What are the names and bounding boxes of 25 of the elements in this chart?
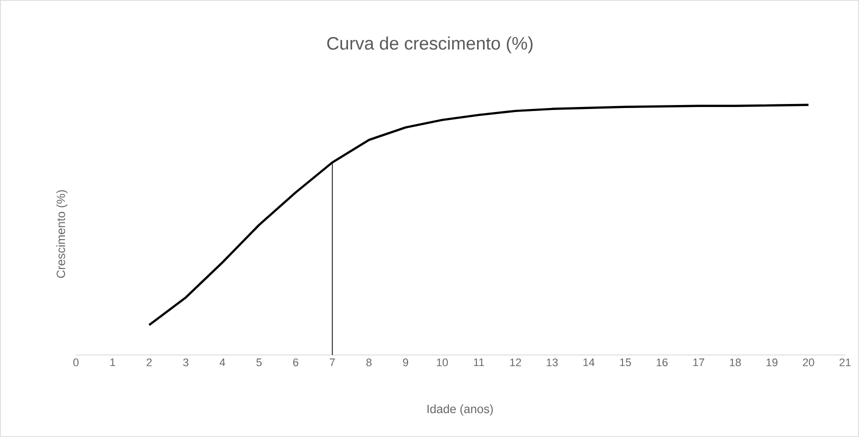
x-tick-label: 13 xyxy=(546,358,558,366)
x-tick-label: 12 xyxy=(510,358,522,366)
x-tick-label: 18 xyxy=(730,358,741,366)
chart-title: Curva de crescimento (%) xyxy=(327,36,533,54)
x-tick-label: 3 xyxy=(183,358,188,366)
x-tick-label: 5 xyxy=(256,358,262,366)
x-tick-label: 10 xyxy=(436,358,448,366)
x-tick-label: 0 xyxy=(73,358,79,366)
x-tick-label: 16 xyxy=(656,358,668,366)
x-tick-label: 20 xyxy=(802,358,814,366)
x-tick-label: 11 xyxy=(474,358,484,366)
x-tick-label: 2 xyxy=(146,358,152,366)
x-tick-label: 15 xyxy=(620,358,631,366)
x-tick-label: 1 xyxy=(110,358,116,366)
x-tick-label: 7 xyxy=(330,358,335,366)
x-axis-title: Idade (anos) xyxy=(428,404,493,416)
y-axis-title: Crescimento (%) xyxy=(56,190,68,278)
x-tick-label: 8 xyxy=(366,358,372,366)
x-tick-label: 6 xyxy=(293,358,298,366)
x-tick-label: 17 xyxy=(693,358,704,366)
x-tick-label: 14 xyxy=(583,358,594,366)
x-tick-label: 4 xyxy=(220,358,226,366)
x-tick-label: 21 xyxy=(840,358,851,366)
x-tick-label: 9 xyxy=(403,358,408,366)
x-tick-label: 19 xyxy=(766,358,778,366)
